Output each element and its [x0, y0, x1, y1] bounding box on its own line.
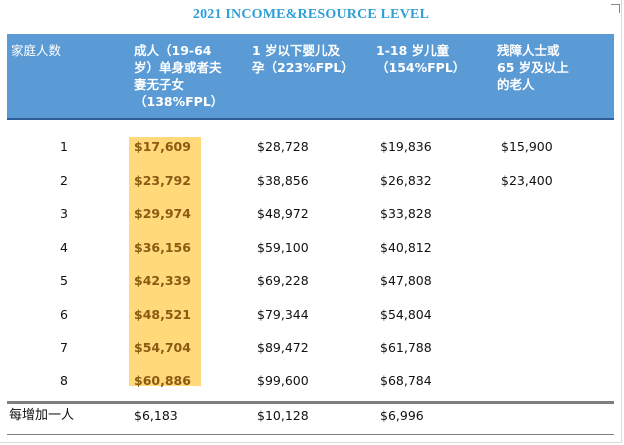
cell-size: 3	[60, 206, 68, 221]
cell-adult: $60,886	[134, 373, 191, 388]
footer-divider	[7, 401, 614, 404]
footer-infant: $10,128	[257, 408, 309, 423]
cell-adult: $42,339	[134, 273, 191, 288]
table-header: 家庭人数 成人（19-64 岁）单身或者夫 妻无子女 （138%FPL） 1 岁…	[7, 34, 614, 120]
cell-infant: $59,100	[257, 240, 309, 255]
cell-senior: $15,900	[501, 139, 553, 154]
cell-size: 6	[60, 307, 68, 322]
table-title: 2021 INCOME&RESOURCE LEVEL	[192, 7, 430, 22]
cell-size: 5	[60, 273, 68, 288]
cell-child: $61,788	[380, 340, 432, 355]
footer-adult: $6,183	[134, 408, 178, 423]
header-infant-pregnant: 1 岁以下婴儿及 孕（223%FPL）	[252, 43, 354, 75]
cell-infant: $99,600	[257, 373, 309, 388]
cell-senior: $23,400	[501, 173, 553, 188]
cell-child: $33,828	[380, 206, 432, 221]
header-adult: 成人（19-64 岁）单身或者夫 妻无子女 （138%FPL）	[134, 43, 224, 109]
cell-size: 8	[60, 373, 68, 388]
footer-label: 每增加一人	[9, 408, 75, 423]
cell-infant: $28,728	[257, 139, 309, 154]
header-disabled-senior: 残障人士或 65 岁及以上 的老人	[497, 43, 569, 92]
cell-adult: $54,704	[134, 340, 191, 355]
cell-infant: $79,344	[257, 307, 309, 322]
corner-mark	[611, 4, 620, 13]
cell-infant: $48,972	[257, 206, 309, 221]
bottom-rule	[7, 434, 614, 435]
cell-child: $54,804	[380, 307, 432, 322]
cell-infant: $69,228	[257, 273, 309, 288]
cell-child: $47,808	[380, 273, 432, 288]
cell-adult: $29,974	[134, 206, 191, 221]
cell-infant: $38,856	[257, 173, 309, 188]
cell-adult: $17,609	[134, 139, 191, 154]
footer-child: $6,996	[380, 408, 424, 423]
cell-size: 1	[60, 139, 68, 154]
cell-size: 2	[60, 173, 68, 188]
cell-adult: $48,521	[134, 307, 191, 322]
cell-child: $40,812	[380, 240, 432, 255]
header-child: 1-18 岁儿童 （154%FPL）	[376, 43, 466, 75]
adult-column-highlight	[129, 137, 201, 386]
header-household-size: 家庭人数	[11, 43, 62, 58]
cell-adult: $23,792	[134, 173, 191, 188]
cell-child: $68,784	[380, 373, 432, 388]
cell-child: $19,836	[380, 139, 432, 154]
cell-size: 7	[60, 340, 68, 355]
cell-adult: $36,156	[134, 240, 191, 255]
cell-size: 4	[60, 240, 68, 255]
cell-infant: $89,472	[257, 340, 309, 355]
cell-child: $26,832	[380, 173, 432, 188]
